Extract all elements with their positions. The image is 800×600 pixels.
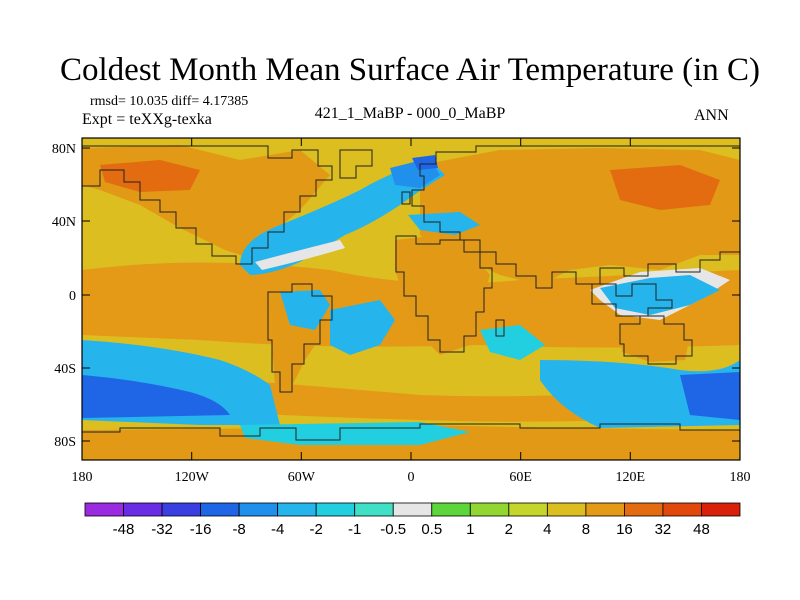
x-tick-label: 0	[408, 470, 415, 485]
y-tick-label: 80S	[54, 435, 76, 450]
colorbar-swatch	[431, 502, 471, 517]
tasman-core	[680, 372, 740, 420]
mediterranean-anomaly	[408, 212, 480, 235]
x-tick-label: 60E	[509, 470, 532, 485]
coast-australia	[619, 315, 693, 365]
y-tick-label: 40N	[52, 215, 76, 230]
colorbar-label: -1	[348, 521, 361, 538]
colorbar-label: 32	[655, 521, 672, 538]
coast-eurasia	[411, 145, 740, 289]
colorbar-swatch	[123, 502, 163, 517]
x-tick-label: 180	[730, 470, 751, 485]
colorbar-label: 16	[616, 521, 633, 538]
coast-south-america	[267, 283, 333, 393]
south-pacific-core	[82, 375, 230, 418]
y-tick-label: 0	[69, 289, 76, 304]
colorbar-label: 4	[543, 521, 551, 538]
colorbar-label: 48	[693, 521, 710, 538]
siberia-hotspot	[610, 165, 720, 210]
colorbar-swatch	[508, 502, 548, 517]
comparison-label: 421_1_MaBP - 000_0_MaBP	[314, 105, 506, 122]
colorbar-swatch	[469, 502, 510, 517]
north-atlantic-anomaly	[240, 160, 445, 275]
colorbar-label: -8	[232, 521, 245, 538]
coast-greenland	[339, 149, 373, 179]
y-tick-label: 40S	[54, 362, 76, 377]
colorbar-swatch	[84, 502, 124, 517]
atlantic-neutral-streak	[255, 240, 345, 270]
colorbar-swatch	[546, 502, 587, 517]
north-america-hotspot	[100, 160, 200, 192]
colorbar-label: -48	[113, 521, 135, 538]
coast-uk	[401, 191, 411, 205]
colorbar: -48 -32 -16 -8 -4 -2 -1 -0.5 0.5 1 2 4 8 16 32 48	[84, 502, 741, 538]
coast-africa	[395, 235, 493, 353]
africa-region	[395, 235, 490, 355]
australia-region	[620, 320, 690, 362]
x-tick-label: 120E	[616, 470, 646, 485]
map-title: Coldest Month Mean Surface Air Temperatu…	[60, 52, 760, 88]
colorbar-label: -16	[190, 521, 212, 538]
temperature-field	[82, 138, 740, 460]
season-label: ANN	[694, 107, 729, 124]
colorbar-swatch	[585, 502, 625, 517]
colorbar-swatch	[238, 502, 279, 517]
colorbar-swatch	[315, 502, 356, 517]
colorbar-label: -4	[271, 521, 284, 538]
coast-antarctica	[82, 423, 740, 441]
colorbar-label: 2	[505, 521, 513, 538]
coastlines	[82, 145, 740, 441]
coast-madagascar	[495, 319, 505, 337]
colorbar-label: -0.5	[380, 521, 406, 538]
y-tick-label: 80N	[52, 142, 76, 157]
colorbar-label: 1	[466, 521, 474, 538]
colorbar-swatch	[277, 502, 317, 517]
colorbar-label: 8	[582, 521, 590, 538]
x-tick-label: 120W	[175, 470, 210, 485]
maritime-anomaly	[600, 275, 720, 315]
colorbar-label: 0.5	[421, 521, 442, 538]
south-america-anomaly	[280, 290, 330, 330]
colorbar-swatch	[701, 502, 741, 517]
norwegian-sea-core	[412, 155, 438, 170]
x-tick-label: 180	[72, 470, 93, 485]
coast-maritime	[591, 283, 673, 317]
stats-label: rmsd= 10.035 diff= 4.17385	[90, 94, 249, 109]
colorbar-swatch	[354, 502, 394, 517]
colorbar-label: -2	[310, 521, 323, 538]
colorbar-swatch	[624, 502, 664, 517]
colorbar-label: -32	[151, 521, 173, 538]
coast-north-america	[82, 145, 333, 265]
x-tick-label: 60W	[288, 470, 316, 485]
colorbar-swatch	[392, 502, 433, 517]
x-axis: 180 120W 60W 0 60E 120E 180	[72, 138, 751, 485]
experiment-label: Expt = teXXg-texka	[82, 111, 212, 128]
colorbar-swatch	[200, 502, 240, 517]
y-axis: 80N 40N 0 40S 80S	[52, 142, 740, 450]
colorbar-swatch	[662, 502, 702, 517]
south-atlantic-anomaly	[330, 300, 395, 355]
colorbar-swatch	[161, 502, 201, 517]
